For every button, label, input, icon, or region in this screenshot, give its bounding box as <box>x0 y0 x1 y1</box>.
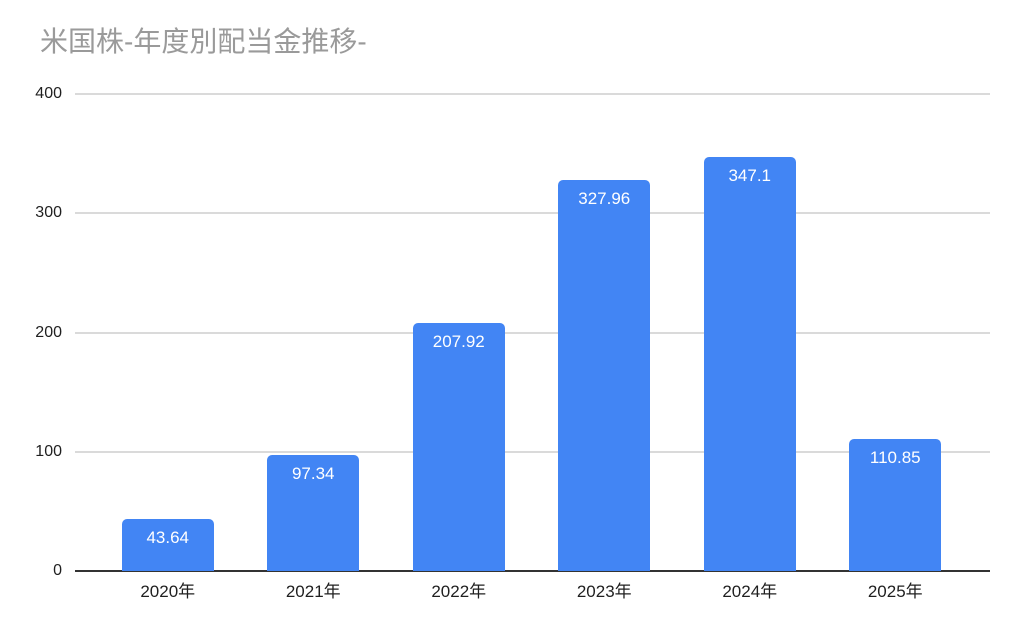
gridline-100 <box>75 450 990 453</box>
bar-2023年: 327.96 <box>558 179 651 571</box>
bar-value-label: 110.85 <box>869 447 921 467</box>
bars-row: 43.64 97.34 207.92 327.96 347.1 110.85 <box>75 94 990 571</box>
y-tick-label-300: 300 <box>35 204 62 222</box>
bar-slot-2021年: 97.34 <box>241 94 387 571</box>
gridline-300 <box>75 212 990 215</box>
gridline-200 <box>75 331 990 334</box>
bar-value-label: 97.34 <box>291 463 335 483</box>
bar-value-label: 43.64 <box>146 527 190 547</box>
x-axis-labels: 2020年 2021年 2022年 2023年 2024年 2025年 <box>75 577 990 602</box>
bar-slot-2024年: 347.1 <box>677 94 823 571</box>
y-tick-label-200: 200 <box>35 323 62 341</box>
y-tick-label-100: 100 <box>35 442 62 460</box>
y-tick-label-0: 0 <box>53 562 62 579</box>
bar-2024年: 347.1 <box>703 157 796 571</box>
x-axis-baseline <box>75 570 990 572</box>
bar-slot-2023年: 327.96 <box>532 94 678 571</box>
plot-area: 43.64 97.34 207.92 327.96 347.1 110.85 0 100 20… <box>35 85 990 579</box>
bar-2025年: 110.85 <box>849 438 942 571</box>
bar-2020年: 43.64 <box>121 518 214 571</box>
x-tick-label-2025年: 2025年 <box>867 582 923 601</box>
bar-2021年: 97.34 <box>267 454 360 571</box>
bar-slot-2022年: 207.92 <box>386 94 532 571</box>
chart-title: 米国株-年度別配当金推移- <box>40 26 367 57</box>
x-tick-label-2022年: 2022年 <box>431 582 487 601</box>
bar-slot-2025年: 110.85 <box>823 94 969 571</box>
bar-value-label: 207.92 <box>432 332 485 352</box>
x-tick-label-2020年: 2020年 <box>140 582 196 601</box>
y-tick-label-400: 400 <box>35 85 62 102</box>
bar-slot-2020年: 43.64 <box>95 94 241 571</box>
bar-value-label: 347.1 <box>728 166 772 186</box>
x-tick-label-2023年: 2023年 <box>576 582 632 601</box>
x-tick-label-2021年: 2021年 <box>285 582 341 601</box>
gridline-400 <box>75 93 990 95</box>
x-tick-label-2024年: 2024年 <box>722 582 778 601</box>
bar-value-label: 327.96 <box>578 188 631 208</box>
bar-2022年: 207.92 <box>412 323 505 571</box>
